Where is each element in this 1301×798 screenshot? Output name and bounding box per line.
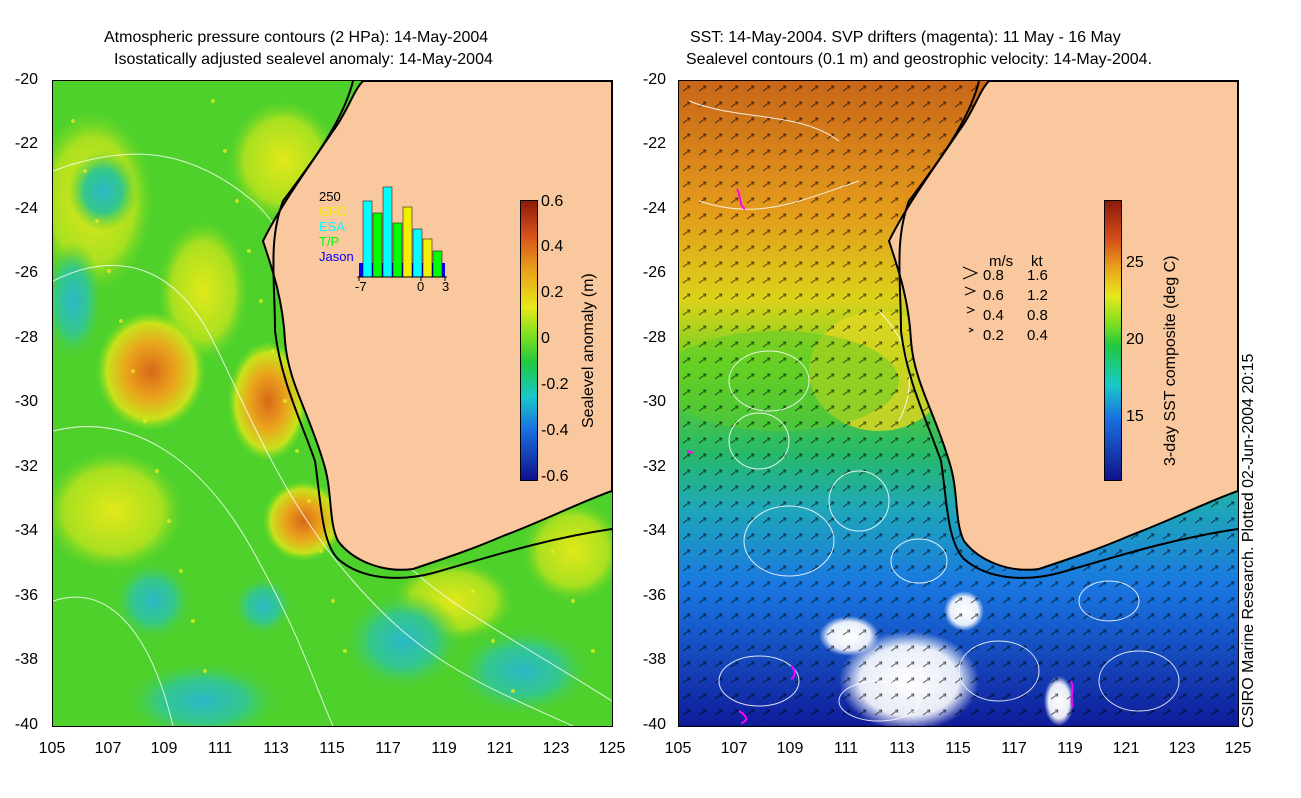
inset-legend-gfo: GFO [319,204,348,219]
left-cb-tick-6: -0.4 [541,422,569,439]
inset-xtick-left: -7 [355,279,367,294]
left-ytick: -24 [14,200,38,217]
velocity-row4-kt: 0.4 [1027,327,1048,344]
inset-legend-tp: T/P [319,234,340,249]
inset-legend-esa: ESA [319,219,346,234]
velocity-legend-arrows [962,266,979,333]
left-xtick: 111 [207,740,233,757]
velocity-row2-kt: 1.2 [1027,287,1048,304]
anomaly-high-center [228,341,308,461]
left-ytick: -32 [14,458,38,475]
inset-xtick-zero: 0 [417,279,425,294]
left-ytick: -30 [14,393,38,410]
velocity-row4-ms: 0.2 [983,327,1004,344]
depth-contour-sst [898,81,1238,579]
right-ytick: -32 [642,458,666,475]
velocity-header-ms: m/s [989,253,1014,270]
left-title-line2: Isostatically adjusted sealevel anomaly:… [114,51,493,68]
altimeter-track-dots [71,99,595,693]
right-ytick: -30 [642,393,666,410]
inset-ymax-label: 250 [319,189,341,204]
left-xtick: 117 [375,740,401,757]
credit-text: CSIRO Marine Research. Plotted 02-Jun-20… [1240,353,1257,728]
right-ytick: -40 [642,716,666,733]
left-xtick: 115 [319,740,345,757]
right-colorbar [1104,200,1122,481]
right-xtick: 107 [720,740,748,757]
left-xtick: 123 [542,740,570,757]
right-xtick: 123 [1168,740,1196,757]
right-map-panel: m/s kt 0.8 1.6 0.6 1.2 0.4 0.8 0.2 0.4 [678,80,1239,727]
right-xtick: 105 [664,740,692,757]
left-title-line1: Atmospheric pressure contours (2 HPa): 1… [104,29,489,46]
left-xtick: 125 [598,740,626,757]
right-xtick: 117 [1001,740,1027,757]
left-xtick: 121 [486,740,514,757]
left-ytick: -20 [14,71,38,88]
left-xtick: 119 [431,740,457,757]
left-ytick: -28 [14,329,38,346]
right-xtick: 113 [889,740,915,757]
right-xtick: 109 [776,740,804,757]
right-xtick: 125 [1224,740,1252,757]
right-ytick: -28 [642,329,666,346]
right-cb-tick-25: 25 [1126,254,1144,271]
left-ytick: -34 [14,522,38,539]
velocity-row1-ms: 0.8 [983,267,1004,284]
right-colorbar-label: 3-day SST composite (deg C) [1162,255,1179,466]
anomaly-high-west [96,311,206,431]
sealevel-contours [688,100,1180,722]
depth-contour [272,81,612,579]
altimeter-inset [357,186,447,281]
velocity-row1-kt: 1.6 [1027,267,1048,284]
left-cb-tick-2: 0.4 [541,238,564,255]
left-cb-tick-5: -0.2 [541,376,569,393]
left-colorbar-label: Sealevel anomaly (m) [580,273,597,428]
velocity-row3-kt: 0.8 [1027,307,1048,324]
velocity-row3-ms: 0.4 [983,307,1004,324]
right-xtick: 121 [1112,740,1140,757]
left-xtick: 113 [263,740,289,757]
inset-xtick-right: 3 [442,279,450,294]
left-ytick: -38 [14,651,38,668]
left-cb-tick-3: 0.2 [541,284,564,301]
right-xtick: 119 [1057,740,1083,757]
right-ytick: -24 [642,200,666,217]
left-cb-tick-1: 0.6 [541,193,564,210]
velocity-header-kt: kt [1031,253,1043,270]
left-ytick: -26 [14,264,38,281]
svp-drifter-tracks [686,188,1074,724]
right-title-line2: Sealevel contours (0.1 m) and geostrophi… [686,51,1153,68]
right-ytick: -38 [642,651,666,668]
right-xtick: 115 [945,740,971,757]
velocity-row2-ms: 0.6 [983,287,1004,304]
right-ytick: -26 [642,264,666,281]
left-cb-tick-7: -0.6 [541,468,569,485]
left-ytick: -22 [14,135,38,152]
left-ytick: -40 [14,716,38,733]
left-ytick: -36 [14,587,38,604]
inset-legend-jason: Jason [319,249,354,264]
right-ytick: -34 [642,522,666,539]
sst-map [679,81,1238,726]
right-cb-tick-15: 15 [1126,408,1144,425]
right-xtick: 111 [833,740,859,757]
right-ytick: -22 [642,135,666,152]
left-xtick: 107 [94,740,122,757]
right-ytick: -20 [642,71,666,88]
left-xtick: 109 [150,740,178,757]
right-title-line1: SST: 14-May-2004. SVP drifters (magenta)… [690,29,1121,46]
left-cb-tick-4: 0 [541,330,550,347]
left-xtick: 105 [38,740,66,757]
left-colorbar [520,200,538,481]
right-cb-tick-20: 20 [1126,331,1144,348]
right-ytick: -36 [642,587,666,604]
